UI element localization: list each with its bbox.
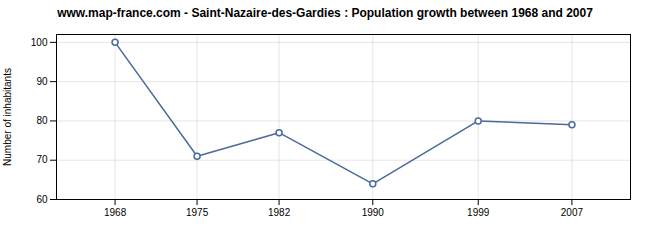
- svg-text:80: 80: [36, 115, 48, 126]
- svg-text:1990: 1990: [362, 207, 385, 218]
- svg-text:1968: 1968: [104, 207, 127, 218]
- svg-text:Number of inhabitants: Number of inhabitants: [2, 68, 13, 166]
- svg-text:2007: 2007: [561, 207, 584, 218]
- svg-text:1982: 1982: [268, 207, 291, 218]
- svg-text:60: 60: [36, 194, 48, 205]
- svg-text:1975: 1975: [186, 207, 209, 218]
- svg-text:90: 90: [36, 76, 48, 87]
- html-text:www.map-france.com - Saint-Naz: www.map-france.com - Saint-Nazaire-des-G…: [57, 6, 593, 20]
- svg-text:1999: 1999: [467, 207, 490, 218]
- svg-text:100: 100: [31, 37, 48, 48]
- svg-text:70: 70: [36, 154, 48, 165]
